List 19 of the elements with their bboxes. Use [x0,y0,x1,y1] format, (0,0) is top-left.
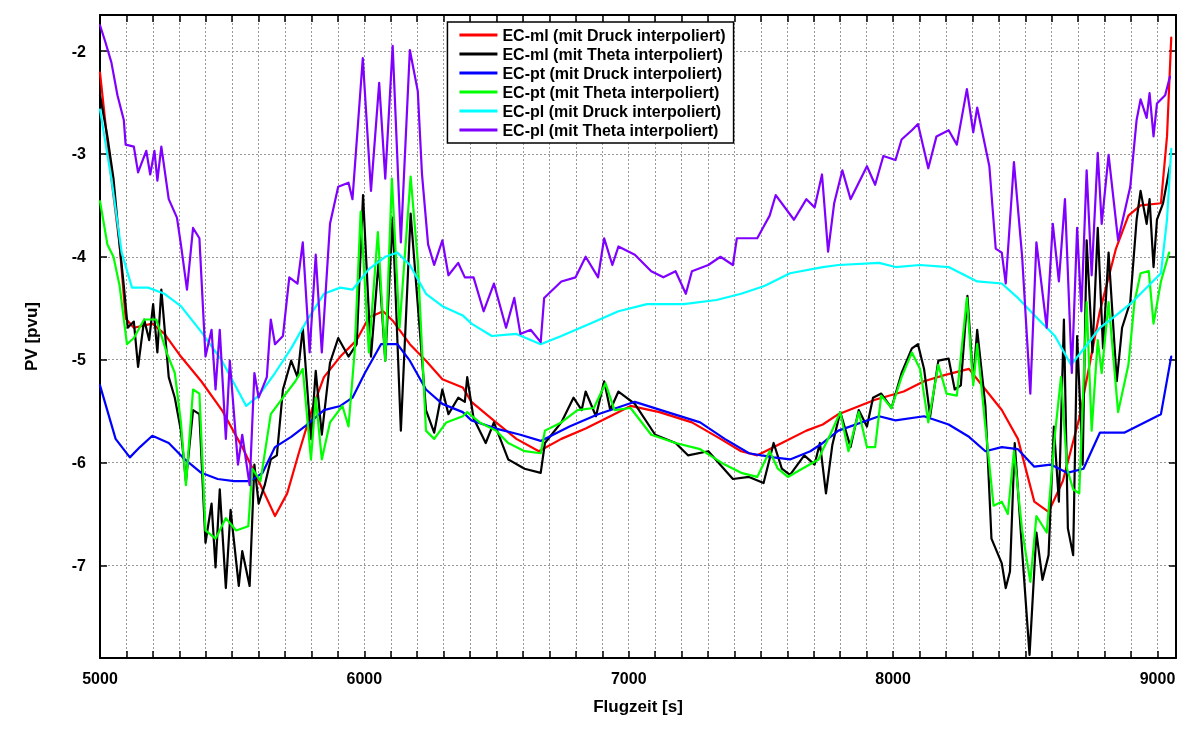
legend-label: EC-ml (mit Druck interpoliert) [502,26,726,44]
x-tick-label: 8000 [875,669,912,687]
y-tick-label: -6 [71,454,87,472]
y-tick-label: -2 [71,42,87,60]
y-tick-label: -5 [71,351,87,369]
legend-label: EC-pt (mit Theta interpoliert) [502,83,720,101]
legend-label: EC-pt (mit Druck interpoliert) [502,64,722,82]
legend-label: EC-pl (mit Theta interpoliert) [502,121,719,139]
y-tick-label: -4 [71,248,87,266]
y-tick-label: -7 [71,556,87,574]
x-tick-label: 9000 [1139,669,1176,687]
x-tick-label: 5000 [82,669,118,687]
y-axis-title: PV [pvu] [22,302,41,371]
legend-label: EC-ml (mit Theta interpoliert) [502,45,723,63]
legend-label: EC-pl (mit Druck interpoliert) [502,102,722,120]
x-tick-label: 7000 [610,669,647,687]
y-tick-label: -3 [71,145,87,163]
x-axis-title: Flugzeit [s] [593,697,683,716]
x-tick-label: 6000 [346,669,383,687]
